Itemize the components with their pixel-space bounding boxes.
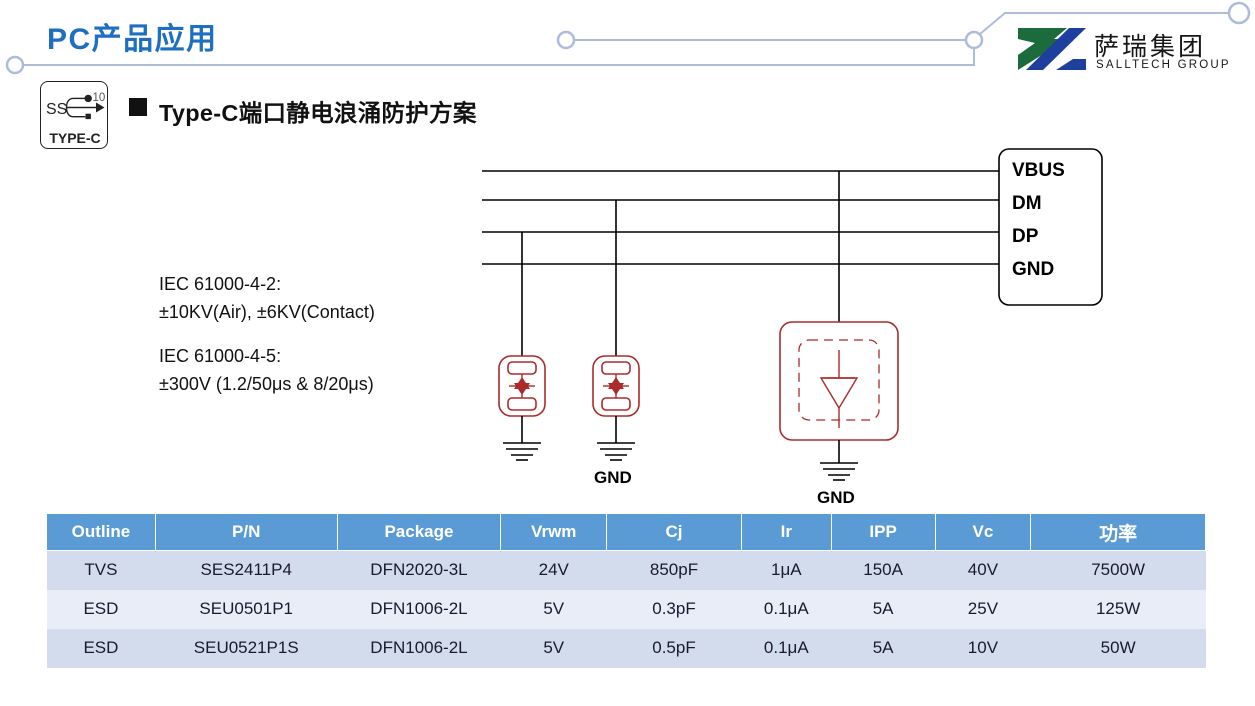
- svg-text:GND: GND: [817, 488, 855, 507]
- svg-text:DM: DM: [1012, 193, 1042, 214]
- svg-text:GND: GND: [1012, 259, 1054, 280]
- svg-text:VBUS: VBUS: [1012, 160, 1065, 181]
- svg-text:DP: DP: [1012, 226, 1039, 247]
- svg-text:GND: GND: [594, 468, 632, 487]
